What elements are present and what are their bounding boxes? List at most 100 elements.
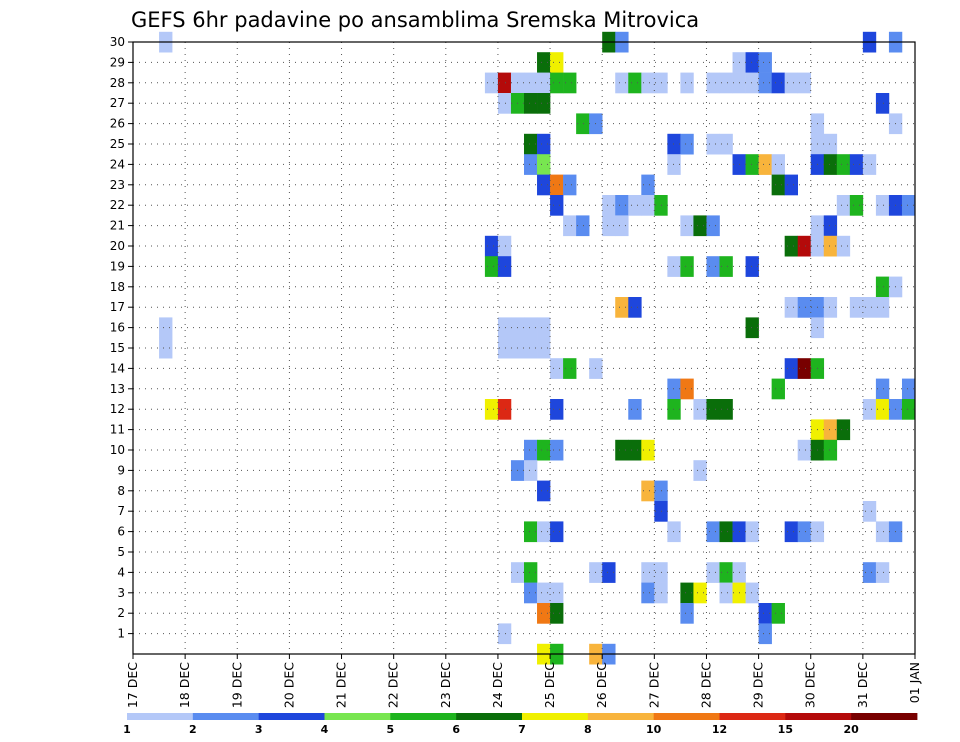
ensemble-cell: [537, 317, 551, 339]
ensemble-cell: [524, 93, 538, 114]
y-axis: 1234567891011121314151617181920212223242…: [110, 35, 133, 641]
ensemble-cell: [680, 256, 694, 277]
ensemble-cell: [771, 174, 785, 196]
ensemble-cell: [524, 154, 538, 175]
ensemble-cell: [784, 235, 798, 257]
legend-swatch: [653, 713, 720, 720]
ensemble-cell: [706, 399, 720, 420]
ensemble-cell: [784, 72, 798, 94]
ensemble-cell: [719, 72, 733, 94]
ensemble-cell: [849, 195, 864, 216]
ensemble-cell: [797, 297, 812, 318]
y-tick-label: 9: [117, 463, 125, 477]
ensemble-cell: [823, 297, 838, 318]
ensemble-cell: [745, 317, 759, 339]
x-tick-label: 28 DEC: [698, 662, 713, 708]
ensemble-cell: [667, 521, 681, 543]
ensemble-cell: [784, 174, 798, 196]
ensemble-cell: [641, 174, 655, 196]
ensemble-cell: [862, 562, 877, 583]
y-tick-label: 20: [110, 239, 125, 253]
ensemble-cell: [524, 460, 538, 481]
x-tick-label: 20 DEC: [281, 662, 296, 708]
ensemble-cell: [823, 133, 838, 155]
ensemble-cell: [550, 52, 564, 73]
ensemble-cell: [524, 72, 538, 94]
ensemble-cell: [563, 72, 577, 94]
legend-label: 4: [321, 723, 329, 736]
ensemble-cell: [576, 215, 590, 237]
ensemble-cell: [615, 72, 629, 94]
ensemble-cell: [719, 399, 733, 420]
ensemble-cell: [823, 235, 838, 257]
y-tick-label: 24: [110, 157, 125, 171]
y-tick-label: 6: [117, 525, 125, 539]
ensemble-cell: [797, 235, 812, 257]
x-axis: 17 DEC 18 DEC 19 DEC 20 DEC 21 DEC 22 DEC 23 D…: [125, 654, 922, 708]
ensemble-cell: [484, 399, 499, 420]
ensemble-cell: [524, 521, 538, 543]
ensemble-cell: [484, 235, 499, 257]
ensemble-cell: [875, 521, 890, 543]
ensemble-cell: [524, 562, 538, 583]
x-tick-label: 24 DEC: [490, 662, 505, 708]
ensemble-cell: [693, 460, 707, 481]
ensemble-cell: [862, 297, 877, 318]
y-tick-label: 17: [110, 300, 125, 314]
ensemble-cell: [537, 480, 551, 502]
ensemble-cell: [497, 399, 512, 420]
ensemble-cell: [706, 562, 720, 583]
ensemble-cell: [693, 399, 707, 420]
ensemble-cell: [745, 72, 759, 94]
ensemble-cell: [745, 256, 759, 277]
ensemble-cell: [771, 154, 785, 175]
ensemble-cell: [823, 419, 838, 441]
ensemble-cell: [680, 582, 694, 604]
ensemble-cell: [667, 256, 681, 277]
y-tick-label: 14: [110, 361, 125, 375]
ensemble-cell: [524, 133, 538, 155]
ensemble-cell: [537, 521, 551, 543]
ensemble-cell: [602, 215, 616, 237]
y-tick-label: 4: [117, 565, 125, 579]
ensemble-cell: [654, 501, 668, 522]
ensemble-cell: [537, 72, 551, 94]
y-tick-label: 13: [110, 382, 125, 396]
ensemble-cell: [758, 52, 772, 73]
ensemble-cell: [719, 562, 733, 583]
ensemble-cell: [537, 603, 551, 624]
ensemble-cell: [745, 154, 759, 175]
ensemble-cell: [524, 317, 538, 339]
ensemble-cell: [797, 521, 812, 543]
ensemble-cell: [537, 582, 551, 604]
ensemble-cell: [641, 562, 655, 583]
ensemble-cell: [641, 582, 655, 604]
ensemble-cell: [823, 215, 838, 237]
ensemble-cell: [537, 154, 551, 175]
ensemble-cell: [550, 72, 564, 94]
ensemble-cell: [875, 276, 890, 298]
ensemble-cell: [862, 399, 877, 420]
ensemble-cell: [862, 501, 877, 522]
ensemble-cell: [667, 399, 681, 420]
y-tick-label: 3: [117, 586, 125, 600]
legend-swatch: [390, 713, 457, 720]
ensemble-cell: [550, 195, 564, 216]
x-tick-label: 25 DEC: [542, 662, 557, 708]
ensemble-cell: [550, 521, 564, 543]
legend-label: 10: [646, 723, 662, 736]
ensemble-cell: [849, 154, 864, 175]
ensemble-cell: [159, 337, 173, 359]
y-tick-label: 26: [110, 117, 125, 131]
ensemble-cell: [680, 215, 694, 237]
ensemble-cell: [745, 582, 759, 604]
legend-label: 3: [255, 723, 263, 736]
ensemble-cell: [693, 215, 707, 237]
ensemble-cell: [628, 195, 642, 216]
ensemble-cell: [706, 215, 720, 237]
ensemble-cell: [497, 317, 512, 339]
grid-lines: [133, 41, 915, 654]
x-tick-label: 01 JAN: [907, 662, 922, 703]
ensemble-cell: [654, 582, 668, 604]
ensemble-cell: [602, 562, 616, 583]
